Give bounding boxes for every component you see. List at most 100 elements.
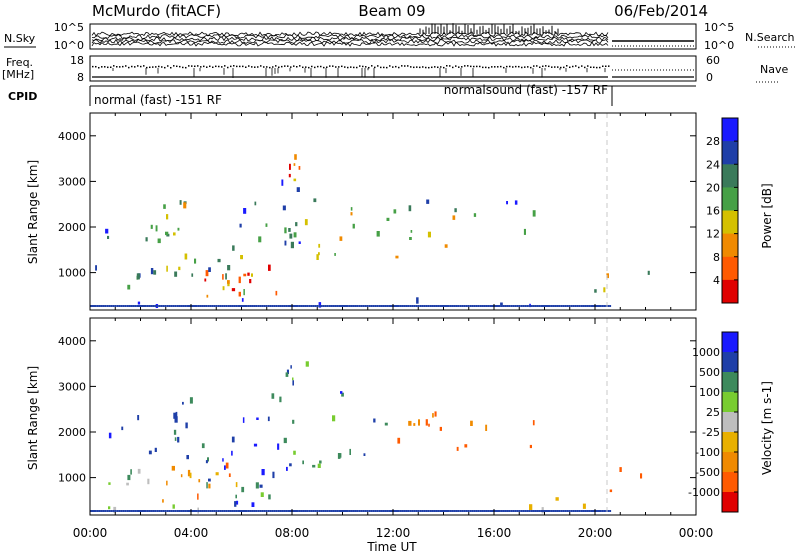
data-cell [279,510,282,512]
data-cell [203,510,206,512]
freq-point [272,66,274,68]
data-cell [124,305,127,307]
freq-point [608,65,610,67]
freq-point [461,66,463,68]
data-cell [154,305,157,307]
colorbar-swatch [722,352,738,373]
freq-point [512,66,514,68]
data-cell [247,305,250,307]
data-cell [162,305,165,307]
data-cell [238,291,241,297]
data-cell [619,467,622,472]
data-cell [558,305,561,307]
data-cell [514,510,517,512]
data-cell [427,510,430,512]
data-cell [106,305,109,307]
data-cell [172,504,175,509]
freq-point [464,65,466,67]
data-cell [457,510,460,512]
data-cell [506,201,508,205]
data-cell [479,305,482,307]
data-cell [206,482,208,489]
data-cell [605,305,608,307]
freq-point [347,66,349,69]
freq-point [368,66,370,69]
data-cell [312,510,315,512]
freq-point [230,65,232,68]
data-cell [294,510,296,512]
data-cell [459,305,462,307]
data-cell [330,510,333,512]
data-cell [195,305,197,307]
y-tick-label: 4000 [58,130,86,143]
data-cell [607,510,610,512]
data-cell [572,305,575,307]
data-cell [268,264,271,271]
data-cell [92,510,94,512]
data-cell [247,510,250,512]
freq-point [131,65,133,68]
data-cell [479,510,482,512]
data-cell [532,510,535,512]
data-cell [222,286,225,291]
power-colorbar: 28 24 20 16 12 8 4 [706,117,739,304]
data-cell [100,510,103,512]
colorbar-tick-label: 25 [706,406,720,419]
data-cell [337,453,341,459]
data-cell [136,510,139,512]
data-cell [275,305,278,307]
data-cell [168,510,171,512]
data-cell [492,510,494,512]
data-cell [213,305,216,307]
data-cell [492,305,494,307]
freq-point [299,65,301,67]
data-cell [277,305,280,307]
colorbar-swatch [722,164,738,188]
data-cell [308,305,311,307]
colorbar-tick-label: 8 [713,251,720,264]
freq-point [560,66,562,69]
data-cell [191,273,194,277]
freq-point [593,66,595,69]
cpid-label: CPID [8,90,37,103]
data-cell [98,305,101,307]
colorbar-swatch [722,452,738,473]
data-cell [180,305,183,307]
data-cell [243,510,246,512]
freq-point [323,66,325,69]
freq-point [203,65,205,68]
data-cell [201,443,205,449]
freq-point [428,66,430,69]
data-cell [296,305,298,307]
data-cell [172,510,175,512]
data-cell [173,412,177,419]
freq-point [305,66,307,68]
data-cell [606,273,609,279]
data-cell [113,506,117,513]
data-cell [207,457,209,462]
freq-point [95,65,97,68]
velocity-axis-ticks: 1000 2000 3000 4000 [58,318,697,515]
colorbar-swatch [722,472,738,493]
data-cell [490,305,492,307]
data-cell [544,305,547,307]
freq-point [374,66,376,69]
data-cell [324,305,327,307]
data-cell [562,305,565,307]
data-cell [334,305,337,307]
data-cell [253,305,256,307]
data-cell [156,305,159,307]
data-cell [403,510,406,512]
colorbar-tick-label: 1000 [692,346,720,359]
data-cell [419,305,422,307]
data-cell [530,510,533,512]
data-cell [172,305,175,307]
data-cell [540,305,543,307]
data-cell [245,305,248,307]
data-cell [512,305,515,307]
data-cell [496,305,498,307]
data-cell [175,411,178,417]
data-cell [118,510,121,512]
data-cell [292,377,294,381]
data-cell [407,305,410,307]
